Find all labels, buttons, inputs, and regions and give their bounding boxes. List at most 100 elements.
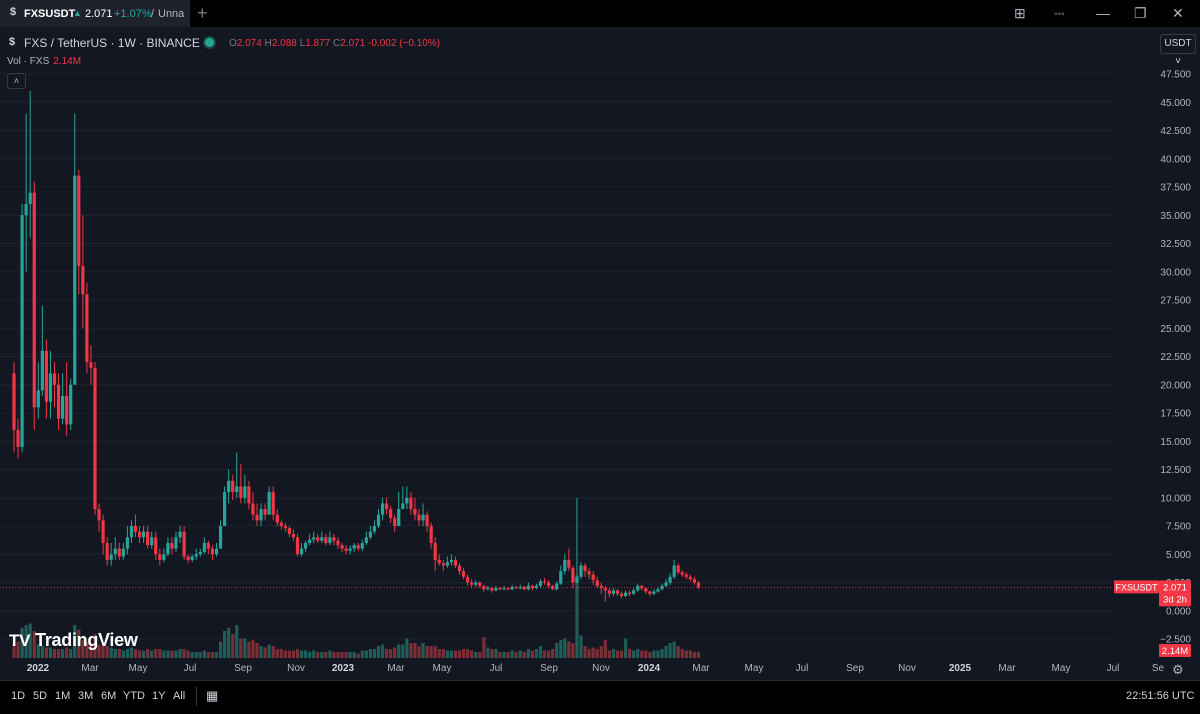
candle[interactable] xyxy=(615,590,620,594)
candle[interactable] xyxy=(129,526,134,538)
candle[interactable] xyxy=(295,537,300,555)
candle[interactable] xyxy=(158,554,162,560)
candle[interactable] xyxy=(12,373,16,430)
candle[interactable] xyxy=(563,559,567,572)
candle[interactable] xyxy=(182,531,186,557)
candle[interactable] xyxy=(85,294,89,363)
currency-select[interactable]: USDT ˅ xyxy=(1160,34,1196,67)
candle[interactable] xyxy=(214,548,219,555)
candle[interactable] xyxy=(656,589,660,592)
layout-icon[interactable]: ⊞ xyxy=(1014,5,1026,21)
candle[interactable] xyxy=(283,526,287,529)
candle[interactable] xyxy=(24,203,28,216)
candle[interactable] xyxy=(206,542,210,549)
candle[interactable] xyxy=(287,528,291,534)
candle[interactable] xyxy=(36,390,40,408)
candle[interactable] xyxy=(202,542,206,552)
candle[interactable] xyxy=(502,588,506,590)
candle[interactable] xyxy=(267,492,271,515)
candle[interactable] xyxy=(304,542,308,549)
candle[interactable] xyxy=(194,554,198,557)
range-6m-button[interactable]: 6M xyxy=(101,690,117,702)
candle[interactable] xyxy=(105,542,109,560)
candle[interactable] xyxy=(445,562,449,566)
candle[interactable] xyxy=(101,520,105,543)
candle[interactable] xyxy=(178,531,182,538)
candle[interactable] xyxy=(652,591,656,594)
candle[interactable] xyxy=(579,565,583,577)
candle[interactable] xyxy=(640,585,644,589)
candle[interactable] xyxy=(89,362,93,368)
range-ytd-button[interactable]: YTD xyxy=(123,690,145,702)
more-icon[interactable]: ◦◦◦ xyxy=(1054,9,1065,20)
candle[interactable] xyxy=(405,497,409,504)
candle[interactable] xyxy=(97,509,101,521)
candle[interactable] xyxy=(44,350,48,402)
candle[interactable] xyxy=(77,175,81,267)
candle[interactable] xyxy=(190,556,194,560)
candle[interactable] xyxy=(32,192,36,408)
candle[interactable] xyxy=(453,559,458,566)
minimize-icon[interactable]: — xyxy=(1096,5,1110,21)
candle[interactable] xyxy=(28,192,32,204)
candle[interactable] xyxy=(20,215,24,447)
candle[interactable] xyxy=(316,537,320,541)
candle[interactable] xyxy=(534,585,539,589)
candle[interactable] xyxy=(632,590,636,594)
candle[interactable] xyxy=(336,540,340,546)
candle[interactable] xyxy=(279,522,283,526)
candle[interactable] xyxy=(684,574,688,577)
candle[interactable] xyxy=(360,542,364,549)
candle[interactable] xyxy=(413,509,417,515)
candle[interactable] xyxy=(133,526,138,532)
price-chart[interactable]: 47.500 45.000 42.500 40.000 37.500 35.000 32.5… xyxy=(0,60,1200,680)
candle[interactable] xyxy=(210,548,215,555)
candle[interactable] xyxy=(243,486,247,498)
candle[interactable] xyxy=(583,565,587,572)
candle[interactable] xyxy=(93,367,97,510)
candle[interactable] xyxy=(538,581,543,586)
candle[interactable] xyxy=(142,531,146,538)
candle[interactable] xyxy=(672,565,676,577)
symbol-title[interactable]: FXS / TetherUS · 1W · BINANCE xyxy=(24,36,200,50)
candle[interactable] xyxy=(356,545,360,549)
candle[interactable] xyxy=(324,537,328,543)
candle[interactable] xyxy=(376,514,381,526)
candle[interactable] xyxy=(530,585,534,589)
candle[interactable] xyxy=(506,588,510,590)
candle[interactable] xyxy=(56,384,61,419)
restore-icon[interactable]: ❐ xyxy=(1134,5,1147,21)
candle[interactable] xyxy=(186,556,190,560)
candle[interactable] xyxy=(259,509,263,521)
candle[interactable] xyxy=(364,537,368,543)
candle[interactable] xyxy=(69,384,73,425)
candle[interactable] xyxy=(121,548,125,557)
candle[interactable] xyxy=(449,559,453,563)
collapse-legend-button[interactable]: ˄ xyxy=(7,73,26,89)
candle[interactable] xyxy=(231,480,235,493)
candle[interactable] xyxy=(299,548,304,555)
range-all-button[interactable]: All xyxy=(173,690,186,702)
candle[interactable] xyxy=(61,396,65,419)
candle[interactable] xyxy=(628,592,632,594)
close-icon[interactable]: ✕ xyxy=(1172,5,1184,21)
go-to-date-icon[interactable]: ▦ xyxy=(206,688,219,703)
candle[interactable] xyxy=(81,266,85,295)
tradingview-logo[interactable]: TV TradingView xyxy=(9,630,138,651)
candle[interactable] xyxy=(660,585,664,590)
candle[interactable] xyxy=(344,548,348,551)
candle[interactable] xyxy=(52,373,57,385)
candle[interactable] xyxy=(271,492,275,515)
candle[interactable] xyxy=(603,588,607,591)
candle[interactable] xyxy=(223,492,227,526)
range-1m-button[interactable]: 1M xyxy=(55,690,71,702)
candle[interactable] xyxy=(48,373,53,402)
candle[interactable] xyxy=(664,582,668,586)
candle[interactable] xyxy=(380,503,385,515)
candle[interactable] xyxy=(312,537,316,540)
candle[interactable] xyxy=(567,559,571,568)
candle[interactable] xyxy=(421,514,425,521)
candle[interactable] xyxy=(599,585,603,589)
chart-tab[interactable]: $ FXSUSDT ▲ 2.071 +1.07% / Unna xyxy=(0,0,190,27)
candle[interactable] xyxy=(688,576,692,580)
